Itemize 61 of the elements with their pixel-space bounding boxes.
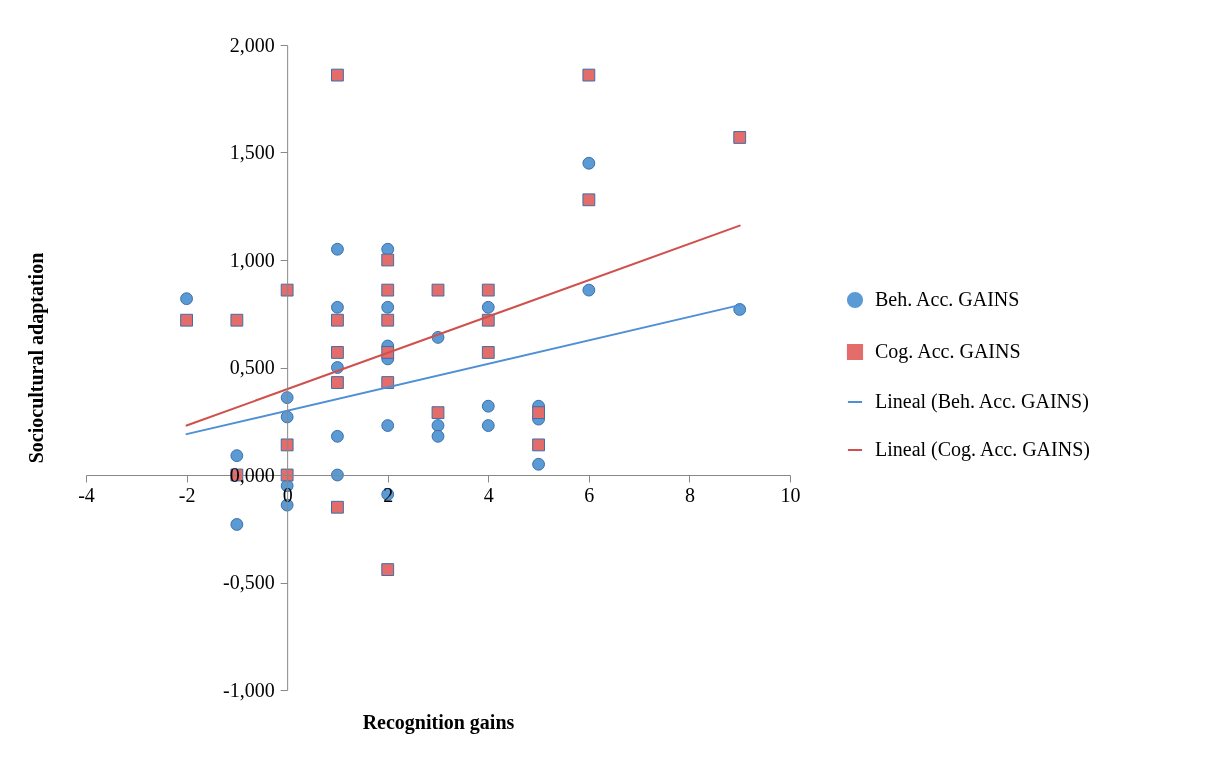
point xyxy=(331,68,344,82)
y-tick-label: -0,500 xyxy=(222,571,275,593)
point xyxy=(733,131,747,144)
point xyxy=(481,346,495,359)
x-tick-label: -2 xyxy=(178,483,196,506)
point xyxy=(331,500,344,514)
legend-label: Cog. Acc. GAINS xyxy=(875,340,1021,363)
point xyxy=(582,68,596,82)
point xyxy=(481,300,495,314)
point xyxy=(582,283,596,297)
point xyxy=(331,242,344,256)
point xyxy=(381,313,395,327)
point xyxy=(431,429,445,443)
point xyxy=(331,346,344,359)
point xyxy=(331,300,344,314)
point xyxy=(381,253,395,267)
x-tick-label: 2 xyxy=(383,483,394,506)
point xyxy=(230,313,244,327)
y-tick-label: 0,500 xyxy=(229,356,275,378)
point xyxy=(431,406,445,420)
x-tick-label: -4 xyxy=(78,483,95,506)
point xyxy=(481,399,495,413)
y-tick-label: 1,000 xyxy=(229,248,275,271)
point xyxy=(280,283,294,297)
point xyxy=(481,419,495,432)
point xyxy=(180,292,193,306)
x-tick-label: 10 xyxy=(780,483,801,506)
point xyxy=(532,406,545,420)
point xyxy=(582,156,596,170)
y-axis-title: Sociocultural adaptation xyxy=(24,252,48,464)
x-tick-label: 4 xyxy=(483,483,494,506)
point xyxy=(331,313,344,327)
x-tick-label: 8 xyxy=(684,483,695,506)
point xyxy=(280,468,294,482)
point xyxy=(381,300,395,314)
y-tick-label: 1,500 xyxy=(229,141,275,163)
x-axis-title: Recognition gains xyxy=(362,710,515,734)
point xyxy=(481,283,495,297)
point xyxy=(331,468,344,482)
point xyxy=(381,563,395,577)
point xyxy=(532,457,545,471)
legend-label: Beh. Acc. GAINS xyxy=(875,288,1020,310)
y-tick-label: -1,000 xyxy=(222,678,275,701)
point xyxy=(381,283,395,297)
legend-label: Lineal (Cog. Acc. GAINS) xyxy=(875,438,1090,461)
point xyxy=(431,419,445,432)
legend-label: Lineal (Beh. Acc. GAINS) xyxy=(875,390,1089,413)
x-tick-label: 6 xyxy=(584,483,595,506)
point xyxy=(280,391,294,404)
point xyxy=(230,518,244,531)
y-tick-label: 2,000 xyxy=(229,33,275,56)
point xyxy=(431,283,445,297)
point xyxy=(582,193,596,207)
point xyxy=(532,438,545,452)
point xyxy=(381,419,395,432)
point xyxy=(331,429,344,443)
point xyxy=(331,376,344,389)
point xyxy=(230,449,244,463)
point xyxy=(733,303,747,316)
point xyxy=(280,438,294,452)
point xyxy=(180,313,193,327)
